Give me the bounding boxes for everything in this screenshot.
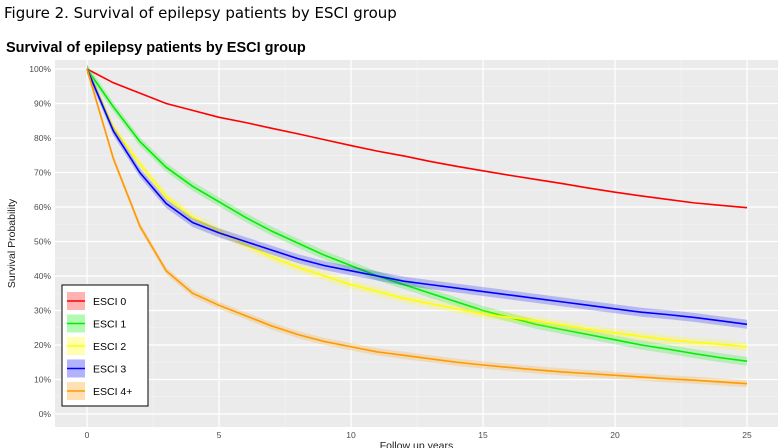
x-tick-label: 5: [217, 430, 222, 440]
survival-line-esci-0: [86, 68, 748, 209]
x-tick-label: 10: [346, 430, 356, 440]
y-tick-label: 100%: [29, 64, 51, 74]
y-tick-label: 60%: [34, 202, 51, 212]
y-axis-label: Survival Probability: [6, 198, 18, 288]
figure-caption: Figure 2. Survival of epilepsy patients …: [4, 4, 397, 22]
survival-line-esci-2: [86, 68, 748, 348]
x-tick-label: 0: [85, 430, 90, 440]
y-tick-label: 30%: [34, 306, 51, 316]
y-tick-label: 40%: [34, 271, 51, 281]
chart-title: Survival of epilepsy patients by ESCI gr…: [6, 40, 306, 56]
y-tick-label: 10%: [34, 375, 51, 385]
y-tick-label: 20%: [34, 340, 51, 350]
y-tick-label: 90%: [34, 99, 51, 109]
legend-label: ESCI 3: [93, 364, 126, 376]
y-tick-label: 70%: [34, 168, 51, 178]
survival-line-esci-1: [86, 68, 748, 363]
x-tick-label: 15: [478, 430, 488, 440]
y-tick-label: 0%: [39, 409, 52, 419]
legend-label: ESCI 2: [93, 341, 126, 353]
survival-line-esci-3: [86, 68, 748, 326]
plot-panel: [55, 60, 778, 427]
legend-label: ESCI 1: [93, 319, 126, 331]
y-tick-label: 50%: [34, 237, 51, 247]
legend-label: ESCI 0: [93, 296, 126, 308]
x-axis-label: Follow up years: [380, 440, 454, 448]
y-tick-label: 80%: [34, 133, 51, 143]
x-tick-label: 25: [742, 430, 752, 440]
legend-label: ESCI 4+: [93, 386, 132, 398]
x-tick-label: 20: [610, 430, 620, 440]
survival-line-esci-4-: [86, 68, 748, 385]
